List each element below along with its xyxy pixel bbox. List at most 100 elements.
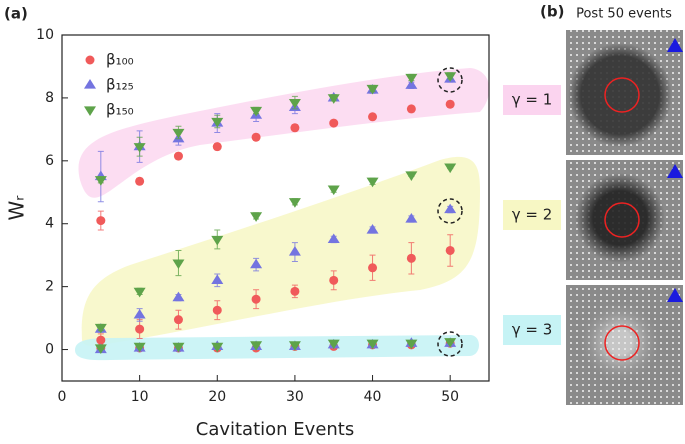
group-label-box <box>503 315 561 345</box>
point <box>290 286 300 296</box>
point <box>96 216 106 226</box>
point <box>251 132 261 142</box>
band-gamma-1 <box>78 68 490 198</box>
point <box>445 99 455 109</box>
point <box>135 176 145 186</box>
point <box>133 143 146 153</box>
point <box>173 315 183 325</box>
y-axis-label: Wᵣ <box>5 195 29 221</box>
panel-title: Post 50 events <box>576 7 672 22</box>
point <box>444 72 457 82</box>
point <box>133 287 146 298</box>
point <box>94 176 107 186</box>
legend-marker <box>85 55 95 65</box>
point <box>288 198 301 208</box>
point <box>250 341 263 351</box>
point <box>366 177 379 188</box>
y-tick-label: 8 <box>45 90 54 106</box>
point <box>133 342 146 353</box>
group-label-box <box>503 85 561 115</box>
point <box>251 294 261 304</box>
group-label: γ = 2 <box>512 206 553 224</box>
point <box>406 253 416 263</box>
panel-label: (b) <box>540 3 564 21</box>
point <box>327 94 340 104</box>
point <box>135 324 145 334</box>
point <box>405 213 418 223</box>
legend-label: β₁₂₅ <box>106 76 134 94</box>
highlight <box>437 331 463 357</box>
point <box>288 341 301 351</box>
point <box>211 117 224 128</box>
point <box>366 84 379 95</box>
y-tick-label: 6 <box>45 153 54 169</box>
panel-label: (a) <box>4 5 28 23</box>
point <box>288 99 301 109</box>
x-tick-label: 50 <box>441 389 459 405</box>
image <box>566 160 683 280</box>
point <box>368 263 378 273</box>
highlight <box>437 198 463 224</box>
y-tick-label: 0 <box>45 342 54 358</box>
point <box>327 339 340 350</box>
point <box>173 151 183 161</box>
x-tick-label: 30 <box>286 389 304 405</box>
plot-frame <box>61 34 490 382</box>
legend-marker <box>84 106 96 116</box>
band-gamma-3 <box>75 335 479 361</box>
point <box>172 342 185 353</box>
point <box>444 163 457 174</box>
point <box>290 123 300 133</box>
y-tick-label: 4 <box>45 216 54 232</box>
highlight <box>437 67 463 93</box>
point <box>94 344 107 354</box>
point <box>172 291 185 302</box>
point <box>327 233 340 244</box>
point <box>368 112 378 122</box>
point <box>445 245 455 255</box>
point <box>211 274 224 284</box>
point <box>444 338 457 348</box>
x-tick-label: 40 <box>364 389 382 405</box>
group-label-box <box>503 200 561 230</box>
x-tick-label: 10 <box>131 389 149 405</box>
point <box>444 203 457 214</box>
legend-label: β₁₅₀ <box>106 101 134 119</box>
group-label: γ = 3 <box>512 321 553 339</box>
y-tick-label: 10 <box>36 27 54 43</box>
legend-label: β₁₀₀ <box>106 51 134 69</box>
point <box>366 339 379 350</box>
point <box>366 224 379 234</box>
point <box>250 106 263 117</box>
point <box>288 246 301 256</box>
point <box>405 73 418 84</box>
point <box>329 118 339 128</box>
y-tick-label: 2 <box>45 279 54 295</box>
x-tick-label: 20 <box>208 389 226 405</box>
image <box>566 285 683 405</box>
point <box>172 259 185 270</box>
point <box>406 104 416 114</box>
point <box>405 171 418 181</box>
x-axis-label: Cavitation Events <box>196 419 354 440</box>
image <box>566 30 683 155</box>
point <box>405 339 418 350</box>
group-label: γ = 1 <box>512 91 553 109</box>
point <box>133 308 146 319</box>
point <box>327 185 340 196</box>
point <box>172 128 185 139</box>
point <box>212 142 222 152</box>
point <box>94 323 107 334</box>
point <box>211 342 224 353</box>
point <box>250 212 263 222</box>
point <box>405 79 418 89</box>
point <box>96 335 106 345</box>
point <box>211 235 224 246</box>
plot: 0 10 20 30 40 50 0 2 4 6 8 10 β₁₀₀ β₁₂₅ β₁₅₀ <box>36 27 459 405</box>
x-tick-label: 0 <box>58 389 67 405</box>
point <box>329 275 339 285</box>
point <box>212 305 222 315</box>
point <box>250 258 263 269</box>
legend-marker <box>84 79 96 89</box>
